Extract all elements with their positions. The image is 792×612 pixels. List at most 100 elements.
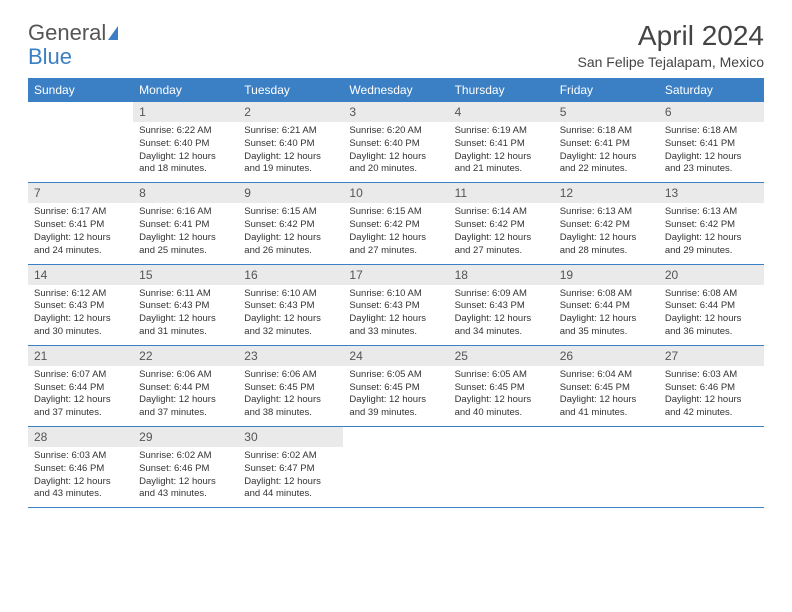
day-detail: Sunrise: 6:08 AMSunset: 6:44 PMDaylight:… <box>554 285 659 345</box>
day-number: 22 <box>133 346 238 366</box>
calendar-day-cell: 26Sunrise: 6:04 AMSunset: 6:45 PMDayligh… <box>554 345 659 426</box>
location-label: San Felipe Tejalapam, Mexico <box>577 54 764 70</box>
calendar-day-cell <box>28 102 133 183</box>
calendar-day-cell: 27Sunrise: 6:03 AMSunset: 6:46 PMDayligh… <box>659 345 764 426</box>
day-detail: Sunrise: 6:11 AMSunset: 6:43 PMDaylight:… <box>133 285 238 345</box>
day-detail: Sunrise: 6:10 AMSunset: 6:43 PMDaylight:… <box>238 285 343 345</box>
calendar-day-cell: 30Sunrise: 6:02 AMSunset: 6:47 PMDayligh… <box>238 427 343 508</box>
day-detail: Sunrise: 6:07 AMSunset: 6:44 PMDaylight:… <box>28 366 133 426</box>
day-detail: Sunrise: 6:05 AMSunset: 6:45 PMDaylight:… <box>343 366 448 426</box>
calendar-day-cell: 18Sunrise: 6:09 AMSunset: 6:43 PMDayligh… <box>449 264 554 345</box>
day-number: 26 <box>554 346 659 366</box>
calendar-day-cell: 25Sunrise: 6:05 AMSunset: 6:45 PMDayligh… <box>449 345 554 426</box>
title-block: April 2024 San Felipe Tejalapam, Mexico <box>577 20 764 70</box>
calendar-day-cell: 12Sunrise: 6:13 AMSunset: 6:42 PMDayligh… <box>554 183 659 264</box>
calendar-day-cell: 29Sunrise: 6:02 AMSunset: 6:46 PMDayligh… <box>133 427 238 508</box>
day-detail: Sunrise: 6:02 AMSunset: 6:47 PMDaylight:… <box>238 447 343 507</box>
calendar-day-cell: 11Sunrise: 6:14 AMSunset: 6:42 PMDayligh… <box>449 183 554 264</box>
logo-line2: Blue <box>28 44 72 70</box>
calendar-day-cell: 2Sunrise: 6:21 AMSunset: 6:40 PMDaylight… <box>238 102 343 183</box>
day-detail: Sunrise: 6:04 AMSunset: 6:45 PMDaylight:… <box>554 366 659 426</box>
day-detail: Sunrise: 6:06 AMSunset: 6:45 PMDaylight:… <box>238 366 343 426</box>
day-detail: Sunrise: 6:18 AMSunset: 6:41 PMDaylight:… <box>659 122 764 182</box>
calendar-day-cell: 23Sunrise: 6:06 AMSunset: 6:45 PMDayligh… <box>238 345 343 426</box>
day-number: 11 <box>449 183 554 203</box>
day-detail: Sunrise: 6:14 AMSunset: 6:42 PMDaylight:… <box>449 203 554 263</box>
day-number <box>28 102 133 122</box>
day-detail: Sunrise: 6:10 AMSunset: 6:43 PMDaylight:… <box>343 285 448 345</box>
day-number: 7 <box>28 183 133 203</box>
day-number: 5 <box>554 102 659 122</box>
day-detail: Sunrise: 6:18 AMSunset: 6:41 PMDaylight:… <box>554 122 659 182</box>
calendar-day-cell: 6Sunrise: 6:18 AMSunset: 6:41 PMDaylight… <box>659 102 764 183</box>
day-number: 25 <box>449 346 554 366</box>
calendar-day-cell: 9Sunrise: 6:15 AMSunset: 6:42 PMDaylight… <box>238 183 343 264</box>
day-detail: Sunrise: 6:15 AMSunset: 6:42 PMDaylight:… <box>238 203 343 263</box>
day-detail <box>449 447 554 497</box>
calendar-day-cell: 5Sunrise: 6:18 AMSunset: 6:41 PMDaylight… <box>554 102 659 183</box>
calendar-day-cell: 14Sunrise: 6:12 AMSunset: 6:43 PMDayligh… <box>28 264 133 345</box>
day-number: 15 <box>133 265 238 285</box>
calendar-day-cell <box>343 427 448 508</box>
calendar-day-cell: 28Sunrise: 6:03 AMSunset: 6:46 PMDayligh… <box>28 427 133 508</box>
day-number: 24 <box>343 346 448 366</box>
day-detail: Sunrise: 6:21 AMSunset: 6:40 PMDaylight:… <box>238 122 343 182</box>
day-detail: Sunrise: 6:22 AMSunset: 6:40 PMDaylight:… <box>133 122 238 182</box>
day-number <box>343 427 448 447</box>
day-number <box>449 427 554 447</box>
day-detail: Sunrise: 6:13 AMSunset: 6:42 PMDaylight:… <box>554 203 659 263</box>
day-detail: Sunrise: 6:02 AMSunset: 6:46 PMDaylight:… <box>133 447 238 507</box>
day-number: 20 <box>659 265 764 285</box>
calendar-day-cell <box>659 427 764 508</box>
day-header: Saturday <box>659 78 764 102</box>
day-number: 19 <box>554 265 659 285</box>
logo-text-2: Blue <box>28 44 72 69</box>
day-number: 30 <box>238 427 343 447</box>
day-number: 3 <box>343 102 448 122</box>
day-number: 4 <box>449 102 554 122</box>
calendar-head: SundayMondayTuesdayWednesdayThursdayFrid… <box>28 78 764 102</box>
day-number: 27 <box>659 346 764 366</box>
day-number: 17 <box>343 265 448 285</box>
calendar-week-row: 7Sunrise: 6:17 AMSunset: 6:41 PMDaylight… <box>28 183 764 264</box>
day-number: 23 <box>238 346 343 366</box>
day-number: 18 <box>449 265 554 285</box>
day-detail: Sunrise: 6:06 AMSunset: 6:44 PMDaylight:… <box>133 366 238 426</box>
day-detail <box>659 447 764 497</box>
calendar-day-cell: 22Sunrise: 6:06 AMSunset: 6:44 PMDayligh… <box>133 345 238 426</box>
day-header: Wednesday <box>343 78 448 102</box>
day-detail: Sunrise: 6:17 AMSunset: 6:41 PMDaylight:… <box>28 203 133 263</box>
calendar-day-cell: 8Sunrise: 6:16 AMSunset: 6:41 PMDaylight… <box>133 183 238 264</box>
day-number: 10 <box>343 183 448 203</box>
day-detail: Sunrise: 6:19 AMSunset: 6:41 PMDaylight:… <box>449 122 554 182</box>
calendar-day-cell: 10Sunrise: 6:15 AMSunset: 6:42 PMDayligh… <box>343 183 448 264</box>
day-number: 8 <box>133 183 238 203</box>
calendar-day-cell: 13Sunrise: 6:13 AMSunset: 6:42 PMDayligh… <box>659 183 764 264</box>
day-header: Monday <box>133 78 238 102</box>
day-detail: Sunrise: 6:03 AMSunset: 6:46 PMDaylight:… <box>28 447 133 507</box>
day-number: 21 <box>28 346 133 366</box>
calendar-day-cell: 16Sunrise: 6:10 AMSunset: 6:43 PMDayligh… <box>238 264 343 345</box>
calendar-week-row: 21Sunrise: 6:07 AMSunset: 6:44 PMDayligh… <box>28 345 764 426</box>
calendar-day-cell: 4Sunrise: 6:19 AMSunset: 6:41 PMDaylight… <box>449 102 554 183</box>
day-detail <box>554 447 659 497</box>
calendar-day-cell: 24Sunrise: 6:05 AMSunset: 6:45 PMDayligh… <box>343 345 448 426</box>
day-number: 12 <box>554 183 659 203</box>
day-number: 6 <box>659 102 764 122</box>
day-number: 14 <box>28 265 133 285</box>
day-detail: Sunrise: 6:16 AMSunset: 6:41 PMDaylight:… <box>133 203 238 263</box>
day-number: 28 <box>28 427 133 447</box>
calendar-day-cell: 15Sunrise: 6:11 AMSunset: 6:43 PMDayligh… <box>133 264 238 345</box>
calendar-day-cell: 20Sunrise: 6:08 AMSunset: 6:44 PMDayligh… <box>659 264 764 345</box>
day-detail: Sunrise: 6:09 AMSunset: 6:43 PMDaylight:… <box>449 285 554 345</box>
day-detail: Sunrise: 6:13 AMSunset: 6:42 PMDaylight:… <box>659 203 764 263</box>
day-detail: Sunrise: 6:15 AMSunset: 6:42 PMDaylight:… <box>343 203 448 263</box>
calendar-week-row: 1Sunrise: 6:22 AMSunset: 6:40 PMDaylight… <box>28 102 764 183</box>
day-number: 9 <box>238 183 343 203</box>
day-detail <box>343 447 448 497</box>
day-detail: Sunrise: 6:20 AMSunset: 6:40 PMDaylight:… <box>343 122 448 182</box>
calendar-day-cell: 1Sunrise: 6:22 AMSunset: 6:40 PMDaylight… <box>133 102 238 183</box>
day-number <box>554 427 659 447</box>
calendar-day-cell: 19Sunrise: 6:08 AMSunset: 6:44 PMDayligh… <box>554 264 659 345</box>
header: General April 2024 San Felipe Tejalapam,… <box>28 20 764 70</box>
